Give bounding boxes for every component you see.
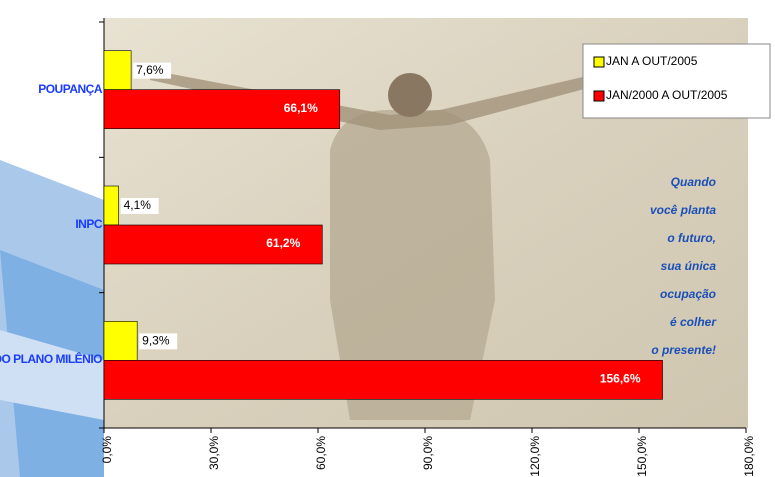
x-tick-label: 90,0% (421, 436, 435, 470)
value-label: 9,3% (142, 334, 170, 348)
quote-line: Quando (671, 175, 716, 189)
decor (0, 330, 104, 420)
value-label: 61,2% (266, 236, 300, 250)
x-tick-label: 120,0% (528, 436, 542, 477)
x-tick-label: 30,0% (207, 436, 221, 470)
legend-swatch (593, 90, 605, 102)
quote-line: é colher (670, 315, 717, 329)
bar (103, 360, 663, 400)
legend-label: JAN/2000 A OUT/2005 (606, 88, 728, 102)
quote-line: o futuro, (667, 231, 716, 245)
bar (103, 321, 138, 361)
x-tick-label: 0,0% (100, 436, 114, 464)
photo-head (388, 73, 432, 117)
bar (103, 89, 341, 129)
quote-line: ocupação (660, 287, 716, 301)
quote: Quando você planta o futuro, sua única ocupa… (650, 175, 717, 357)
value-label: 66,1% (284, 101, 318, 115)
bar (103, 50, 132, 90)
value-label-box (139, 333, 178, 350)
category-label: INPC (75, 217, 102, 231)
quote-line: o presente! (651, 343, 716, 357)
category-label: POUPANÇA (38, 81, 102, 96)
quote-line: você planta (650, 203, 716, 217)
category-label: COTA DO PLANO MILÊNIO (0, 352, 103, 367)
legend (582, 43, 771, 119)
bar (103, 185, 119, 226)
quote-line: sua única (661, 259, 717, 273)
legend-swatch (593, 56, 605, 68)
legend-label: JAN A OUT/2005 (606, 54, 698, 68)
x-tick-label: 150,0% (635, 436, 649, 477)
x-tick-label: 180,0% (742, 436, 756, 477)
value-label: 156,6% (600, 372, 641, 386)
value-label: 4,1% (124, 198, 152, 212)
photo-figure (330, 110, 495, 420)
photo-arms (150, 50, 700, 130)
bar (103, 224, 323, 265)
x-tick-label: 60,0% (314, 436, 328, 470)
value-label-box (133, 62, 172, 79)
value-label: 7,6% (136, 63, 164, 77)
value-label-box (120, 198, 159, 214)
